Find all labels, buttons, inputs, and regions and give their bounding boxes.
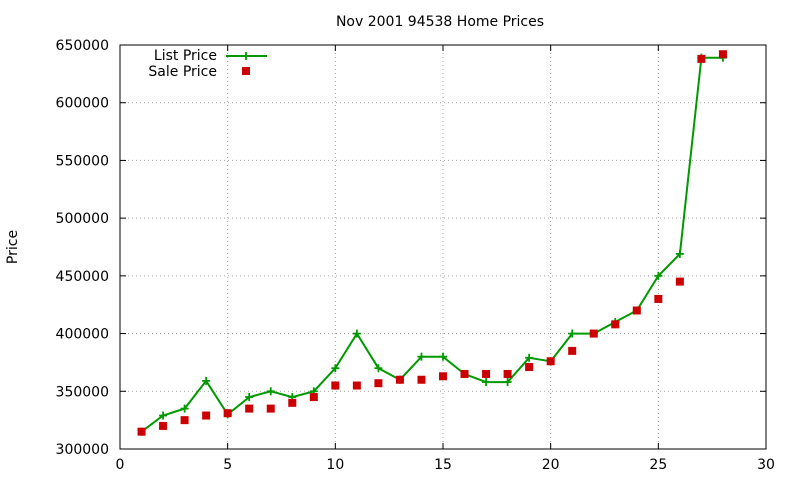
y-tick-label: 450000 xyxy=(56,269,109,285)
data-point xyxy=(503,378,512,387)
chart-title: Nov 2001 94538 Home Prices xyxy=(336,14,544,30)
legend-swatches xyxy=(226,52,267,75)
data-point xyxy=(202,376,211,385)
data-point xyxy=(395,375,404,384)
y-tick-label: 400000 xyxy=(56,327,109,343)
plot-frame xyxy=(119,44,767,450)
data-point xyxy=(288,398,297,407)
y-axis-label: Price xyxy=(5,230,21,264)
data-point xyxy=(439,352,447,361)
x-tick-label: 15 xyxy=(434,457,452,473)
data-point xyxy=(223,409,232,418)
data-point xyxy=(245,404,254,413)
data-point xyxy=(589,329,598,338)
data-point xyxy=(266,404,275,413)
data-point xyxy=(309,393,318,402)
data-point xyxy=(632,306,641,315)
tick-labels: 0 5 10 15 20 25 30 300000 350000 400000 450000 5000… xyxy=(56,38,775,473)
y-tick-label: 350000 xyxy=(56,384,109,400)
data-point xyxy=(331,364,340,373)
data-point xyxy=(568,346,577,355)
data-point xyxy=(159,411,168,420)
data-point xyxy=(180,404,189,413)
series-layer xyxy=(137,50,727,436)
x-tick-label: 10 xyxy=(326,457,344,473)
data-point xyxy=(611,320,620,329)
series-list-price xyxy=(137,53,727,436)
series-line-list-price xyxy=(140,56,723,433)
y-tick-label: 550000 xyxy=(56,153,109,169)
data-point xyxy=(546,357,555,366)
data-point xyxy=(697,54,706,63)
data-point xyxy=(525,363,534,372)
data-point xyxy=(439,372,447,381)
data-point xyxy=(137,427,146,436)
legend-label-list-price: List Price xyxy=(154,48,217,64)
data-point xyxy=(180,416,189,425)
data-point xyxy=(245,393,254,402)
x-tick-label: 0 xyxy=(116,457,125,473)
data-point xyxy=(352,381,361,390)
data-point xyxy=(352,329,361,338)
x-tick-label: 30 xyxy=(757,457,775,473)
x-tick-label: 20 xyxy=(542,457,560,473)
y-tick-label: 300000 xyxy=(56,442,109,458)
data-point xyxy=(482,369,491,378)
data-point xyxy=(654,294,663,303)
data-point xyxy=(417,352,426,361)
data-point xyxy=(525,353,534,362)
data-point xyxy=(159,421,168,430)
legend: List Price Sale Price xyxy=(148,48,267,80)
data-point xyxy=(266,387,275,396)
data-point xyxy=(331,381,340,390)
data-point xyxy=(460,369,469,378)
data-point xyxy=(374,379,383,388)
data-point xyxy=(654,271,663,280)
data-point xyxy=(675,249,684,258)
x-tick-label: 5 xyxy=(223,457,232,473)
y-tick-label: 600000 xyxy=(56,96,109,112)
y-tick-label: 650000 xyxy=(56,38,109,54)
data-point xyxy=(374,364,383,373)
data-point xyxy=(482,378,491,387)
data-point xyxy=(568,329,577,338)
grid-lines xyxy=(120,45,766,449)
series-sale-price xyxy=(137,50,727,436)
data-point xyxy=(503,369,512,378)
data-point xyxy=(202,411,211,420)
data-point xyxy=(417,375,426,384)
data-point xyxy=(675,277,684,286)
legend-marker-sale-price xyxy=(242,67,250,75)
x-tick-label: 25 xyxy=(649,457,667,473)
legend-marker-list-price xyxy=(242,52,250,60)
legend-label-sale-price: Sale Price xyxy=(148,64,217,80)
data-point xyxy=(718,50,727,59)
y-tick-label: 500000 xyxy=(56,211,109,227)
